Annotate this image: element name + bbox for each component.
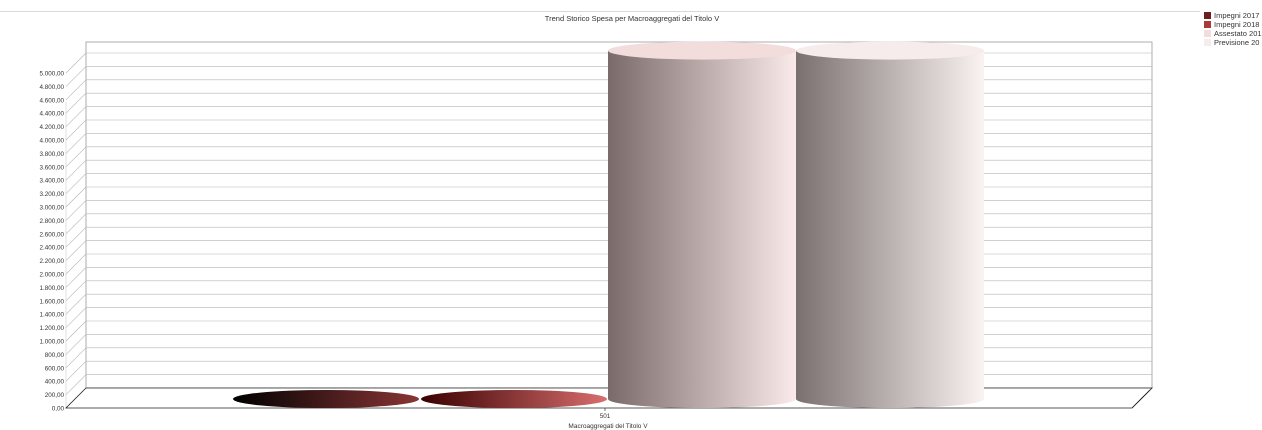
bar-501-4 (796, 41, 984, 408)
grid-depth-line (65, 307, 87, 328)
y-tick-label: 3.600,00 (39, 164, 64, 171)
grid-depth-line (65, 186, 87, 208)
grid-depth-line (65, 293, 87, 315)
bar-base-ellipse (233, 390, 419, 408)
y-tick-label: 1.800,00 (39, 285, 64, 292)
grid-depth-line (65, 360, 87, 382)
legend-item: Assestato 201 (1204, 29, 1262, 38)
y-tick-label: 4.800,00 (39, 84, 64, 91)
legend-label: Impegni 2017 (1214, 11, 1260, 20)
y-tick-label: 4.200,00 (39, 124, 64, 131)
bar-base-ellipse (421, 390, 607, 408)
bar-501-1 (233, 390, 419, 408)
legend: Impegni 2017 Impegni 2018 Assestato 201 Pre… (1204, 11, 1262, 47)
y-tick-label: 3.200,00 (39, 191, 64, 198)
y-tick-label: 3.400,00 (39, 178, 64, 185)
legend-label: Previsione 20 (1214, 38, 1260, 47)
x-axis: 501 (600, 408, 611, 420)
y-tick-label: 1.000,00 (39, 339, 64, 346)
y-tick-label: 4.400,00 (39, 111, 64, 118)
grid-depth-line (65, 253, 87, 275)
legend-item: Impegni 2017 (1204, 11, 1262, 20)
grid-depth-line (65, 334, 87, 355)
y-tick-label: 400,00 (45, 379, 65, 386)
legend-item: Previsione 20 (1204, 38, 1262, 47)
legend-item: Impegni 2018 (1204, 20, 1262, 29)
x-tick-label: 501 (600, 413, 611, 420)
bar-body (796, 50, 984, 408)
grid-depth-line (65, 213, 87, 235)
grid-depth-line (65, 347, 87, 369)
grid-depth-line (65, 66, 87, 87)
y-tick-label: 2.000,00 (39, 272, 64, 279)
bars (233, 41, 984, 408)
grid-depth-line (65, 146, 87, 168)
legend-label: Impegni 2018 (1214, 20, 1260, 29)
y-tick-label: 0,00 (52, 406, 65, 413)
y-tick-label: 600,00 (45, 365, 65, 372)
grid-depth-line (65, 226, 87, 248)
y-tick-label: 4.000,00 (39, 138, 64, 145)
y-tick-label: 2.400,00 (39, 245, 64, 252)
y-tick-label: 2.800,00 (39, 218, 64, 225)
chart-title: Trend Storico Spesa per Macroaggregati d… (545, 14, 719, 23)
legend-swatch (1204, 39, 1211, 46)
x-axis-title: Macroaggregati del Titolo V (568, 423, 648, 430)
floor-edge (1131, 389, 1151, 409)
y-tick-label: 200,00 (45, 392, 65, 399)
bar-501-2 (421, 390, 607, 408)
y-tick-label: 1.200,00 (39, 325, 64, 332)
y-tick-label: 1.600,00 (39, 298, 64, 305)
bar-body (608, 50, 796, 408)
bar-top-ellipse (608, 41, 796, 60)
y-tick-label: 800,00 (45, 352, 65, 359)
grid-depth-line (65, 119, 87, 141)
grid-depth-line (65, 159, 87, 181)
legend-swatch (1204, 12, 1211, 19)
grid-depth-line (65, 374, 87, 395)
y-tick-label: 2.600,00 (39, 231, 64, 238)
grid-depth-line (65, 200, 87, 221)
grid-depth-line (65, 52, 87, 74)
bar-top-ellipse (796, 41, 984, 60)
y-tick-label: 4.600,00 (39, 97, 64, 104)
grid-depth-line (65, 106, 87, 127)
grid-depth-line (65, 92, 87, 114)
grid-depth-line (65, 240, 87, 261)
y-tick-label: 3.000,00 (39, 205, 64, 212)
grid-depth-line (65, 280, 87, 302)
bar-501-3 (608, 41, 796, 408)
legend-swatch (1204, 21, 1211, 28)
legend-label: Assestato 201 (1214, 29, 1262, 38)
y-tick-label: 1.400,00 (39, 312, 64, 319)
grid-depth-line (65, 267, 87, 288)
y-axis: 0,00 200,00 400,00 600,00 800,00 1.000,00 1.20… (39, 71, 64, 413)
y-tick-label: 3.800,00 (39, 151, 64, 158)
grid-depth-line (65, 173, 87, 194)
grid-depth-line (65, 320, 87, 342)
grid-depth-line (65, 133, 87, 154)
y-tick-label: 2.200,00 (39, 258, 64, 265)
y-tick-label: 5.000,00 (39, 71, 64, 78)
grid-depth-line (65, 79, 87, 101)
legend-swatch (1204, 30, 1211, 37)
